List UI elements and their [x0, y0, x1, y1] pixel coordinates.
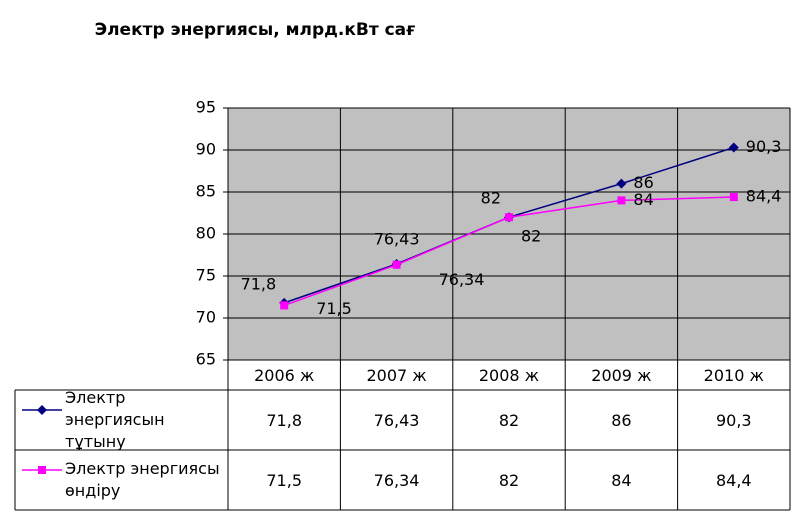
data-label: 90,3 — [746, 137, 782, 156]
table-value: 82 — [498, 410, 520, 430]
point — [728, 142, 739, 153]
y-tick-label: 65 — [196, 350, 216, 369]
table-value: 90,3 — [715, 410, 752, 430]
x-tick-label: 2006 ж — [254, 365, 315, 385]
table-value: 71,5 — [266, 470, 302, 490]
legend-marker — [38, 466, 46, 474]
point — [617, 196, 626, 205]
table-value: 76,34 — [373, 470, 420, 490]
x-tick-label: 2008 ж — [478, 365, 540, 385]
point — [392, 260, 401, 269]
y-tick-label: 75 — [196, 266, 216, 285]
point — [505, 213, 513, 222]
table-value: 82 — [498, 470, 520, 490]
data-label: 71,5 — [316, 299, 352, 318]
y-tick-label: 90 — [196, 140, 216, 159]
data-label: 76,43 — [374, 229, 420, 248]
data-label: 76,34 — [439, 270, 485, 289]
chart-title: Электр энергиясы, млрд.кВт сағ — [95, 20, 416, 40]
y-tick-label: 85 — [196, 182, 216, 201]
legend-label: Электр энергиясы өндіру — [65, 459, 220, 500]
x-tick-label: 2007 ж — [366, 365, 427, 385]
x-tick-label: 2010 ж — [703, 365, 764, 385]
table-value: 71,8 — [266, 410, 302, 430]
data-label: 84 — [633, 190, 653, 209]
point — [729, 193, 738, 202]
data-label: 82 — [521, 227, 541, 246]
data-label: 71,8 — [241, 274, 277, 293]
table-value: 84 — [611, 470, 632, 490]
point — [616, 178, 627, 189]
y-tick-label: 95 — [196, 98, 216, 117]
data-label: 86 — [633, 173, 653, 192]
data-label: 84,4 — [746, 187, 782, 206]
y-tick-label: 70 — [196, 308, 216, 327]
point — [280, 301, 289, 310]
legend-label: Электр энергиясын тұтыну — [65, 388, 165, 451]
x-tick-label: 2009 ж — [591, 365, 652, 385]
legend-marker — [37, 405, 47, 415]
table-value: 76,43 — [373, 410, 420, 430]
data-label: 82 — [481, 189, 501, 208]
y-tick-label: 80 — [196, 224, 216, 243]
table-value: 84,4 — [715, 470, 752, 490]
table-value: 86 — [611, 410, 632, 430]
